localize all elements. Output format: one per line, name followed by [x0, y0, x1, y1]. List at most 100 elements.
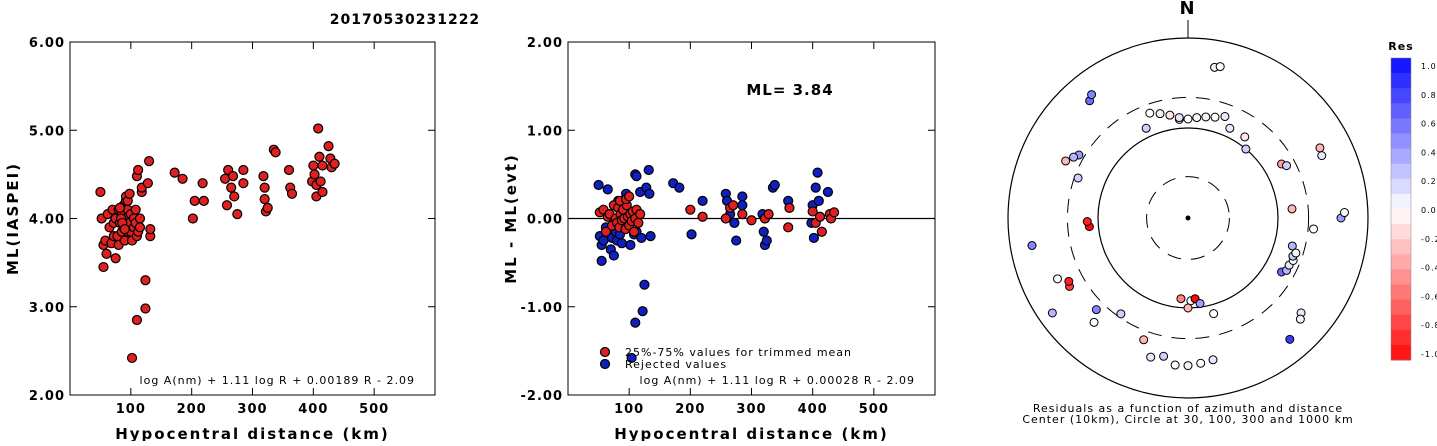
data-point [95, 186, 106, 198]
data-point [309, 169, 320, 180]
station-point [1340, 208, 1350, 218]
data-point [101, 248, 112, 259]
rejected-point [810, 182, 821, 193]
data-point [317, 186, 328, 198]
data-point [119, 223, 130, 235]
data-point [110, 253, 121, 264]
y-tick-label: -1.00 [521, 301, 563, 316]
colorbar-segment [1391, 103, 1411, 119]
data-point [130, 204, 141, 215]
colorbar-segment [1391, 163, 1411, 180]
data-point [124, 188, 135, 199]
residual-colorbar: Res 1.0 0.8 0.6 0.4 0.2 0.0 -0.2 -0.4 -0.6 -0.8 -1.… [1388, 40, 1437, 361]
colorbar-tick-label: -0.2 [1421, 235, 1437, 244]
rejected-point [645, 231, 656, 242]
colorbar-tick-label: -0.8 [1421, 321, 1437, 330]
x-tick-label: 500 [859, 402, 889, 417]
data-point [259, 193, 270, 205]
data-point [226, 182, 237, 193]
data-point [221, 200, 233, 211]
trimmed-point [600, 226, 612, 237]
data-point [177, 173, 188, 184]
colorbar-segment [1391, 58, 1411, 74]
station-point [1241, 144, 1251, 154]
station-point [1146, 352, 1156, 362]
station-point [1220, 112, 1230, 122]
rejected-point [625, 239, 636, 251]
data-point [131, 314, 143, 326]
colorbar-frame [1390, 57, 1412, 361]
station-point [1116, 309, 1126, 319]
center-dot [1185, 215, 1191, 221]
station-point [1027, 241, 1037, 251]
colorbar-segment [1391, 118, 1411, 134]
data-point [232, 208, 243, 220]
y-tick-label: 3.00 [29, 301, 65, 316]
colorbar-tick-label: -0.4 [1421, 264, 1437, 273]
y-tick-label: -2.00 [521, 389, 563, 404]
rejected-point [593, 179, 604, 191]
station-point [1215, 62, 1225, 72]
rejected-point [729, 217, 740, 229]
rejected-point [636, 232, 647, 244]
data-point [126, 352, 138, 364]
data-point [198, 195, 209, 206]
colorbar-tick-label: 0.0 [1421, 206, 1437, 215]
station-point [1064, 276, 1074, 286]
trimmed-point [628, 226, 640, 237]
colorbar-segment [1391, 284, 1411, 301]
rejected-point [626, 352, 637, 364]
station-point [1183, 303, 1193, 313]
colorbar-tick-label: 0.8 [1421, 91, 1437, 100]
data-point [317, 160, 328, 171]
trimmed-point [697, 211, 708, 222]
rejected-point [731, 235, 742, 246]
colorbar-segment [1391, 209, 1411, 225]
trimmed-point [685, 204, 696, 215]
data-point [314, 151, 325, 162]
x-tick-label: 500 [359, 402, 389, 417]
rejected-point [697, 195, 708, 206]
x-axis-label: Hypocentral distance (km) [614, 425, 889, 441]
data-point [313, 123, 324, 134]
trimmed-point [828, 207, 840, 218]
figure-title: 20170530231222 [330, 12, 480, 28]
rejected-point [737, 191, 748, 202]
station-point [1295, 314, 1305, 324]
station-point [1183, 361, 1193, 371]
station-point [1315, 143, 1325, 153]
station-point [1145, 108, 1155, 118]
colorbar-tick-label: -1.0 [1421, 350, 1437, 359]
circle-30km [1146, 176, 1230, 260]
station-point [1195, 299, 1205, 309]
data-point [270, 147, 281, 158]
station-point [1240, 132, 1250, 142]
x-tick-label: 200 [177, 402, 207, 417]
station-point [1285, 334, 1295, 344]
colorbar-segment [1391, 224, 1411, 240]
data-point [114, 202, 125, 214]
colorbar-segment [1391, 193, 1411, 210]
station-point [1159, 351, 1169, 361]
rejected-point [602, 184, 613, 195]
station-point [1047, 308, 1057, 318]
station-point [1091, 305, 1101, 315]
colorbar-tick-label: 0.2 [1421, 177, 1437, 186]
station-point [1225, 123, 1235, 133]
data-point [283, 164, 295, 176]
data-point [140, 275, 151, 286]
colorbar-segment [1391, 73, 1411, 89]
data-point [259, 182, 270, 193]
station-point [1309, 224, 1319, 234]
station-point [1317, 151, 1327, 161]
y-tick-label: 0.00 [527, 213, 563, 228]
data-point [286, 188, 298, 199]
colorbar-tick-label: 0.6 [1421, 120, 1437, 129]
colorbar-segment [1391, 88, 1411, 104]
station-point [1196, 358, 1206, 368]
colorbar-segment [1391, 299, 1411, 316]
trimmed-point [633, 217, 644, 229]
rejected-point [598, 235, 609, 246]
rejected-point [812, 167, 823, 178]
